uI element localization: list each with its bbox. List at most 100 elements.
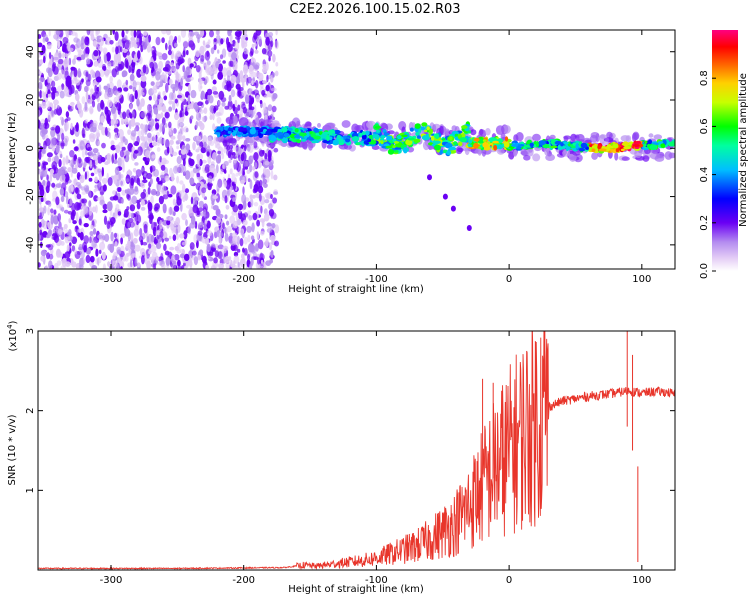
noise-speckle	[57, 229, 63, 235]
noise-speckle	[39, 123, 45, 130]
noise-speckle	[114, 241, 118, 247]
noise-speckle	[90, 33, 95, 41]
signal-blob	[458, 141, 463, 147]
noise-speckle	[60, 153, 63, 159]
noise-speckle	[39, 89, 42, 99]
noise-speckle	[79, 231, 84, 241]
noise-speckle	[224, 195, 228, 204]
noise-speckle	[246, 225, 253, 233]
noise-speckle	[261, 89, 266, 96]
noise-speckle	[146, 172, 153, 180]
noise-speckle	[236, 235, 240, 245]
noise-speckle	[134, 162, 139, 166]
noise-speckle	[97, 152, 100, 158]
noise-speckle	[87, 73, 92, 82]
noise-speckle	[264, 32, 270, 38]
noise-speckle	[113, 96, 118, 105]
noise-speckle	[189, 222, 196, 229]
noise-speckle	[85, 90, 89, 101]
noise-speckle	[204, 257, 207, 265]
noise-speckle	[202, 40, 206, 46]
noise-speckle	[98, 90, 103, 96]
signal-blob	[336, 134, 341, 140]
noise-speckle	[89, 255, 95, 263]
noise-speckle	[169, 92, 174, 101]
noise-speckle	[64, 177, 69, 185]
noise-speckle	[156, 234, 160, 240]
noise-speckle	[110, 118, 115, 126]
y-tick-label: 20	[25, 94, 36, 107]
noise-speckle	[225, 67, 232, 72]
noise-speckle	[160, 122, 165, 133]
noise-speckle	[214, 243, 219, 250]
noise-speckle	[190, 31, 195, 37]
noise-speckle	[226, 70, 232, 78]
noise-speckle	[250, 155, 254, 162]
noise-speckle	[137, 130, 142, 138]
noise-speckle	[162, 138, 166, 145]
noise-speckle	[48, 260, 53, 269]
signal-halo	[238, 117, 249, 127]
signal-blob	[270, 135, 277, 142]
noise-speckle	[259, 149, 265, 157]
noise-speckle	[255, 94, 260, 103]
noise-speckle	[259, 100, 263, 104]
noise-speckle	[212, 112, 215, 121]
noise-speckle	[140, 123, 144, 130]
noise-speckle	[195, 111, 199, 118]
noise-speckle	[127, 244, 131, 249]
noise-speckle	[99, 199, 105, 206]
noise-speckle	[231, 52, 237, 61]
noise-speckle	[90, 225, 94, 230]
signal-blob	[446, 150, 452, 155]
noise-speckle	[54, 234, 59, 243]
noise-speckle	[117, 249, 122, 255]
noise-speckle	[172, 234, 177, 242]
signal-halo	[496, 148, 505, 155]
noise-speckle	[143, 223, 148, 234]
noise-speckle	[98, 256, 102, 264]
noise-speckle	[70, 84, 75, 94]
noise-speckle	[115, 203, 120, 210]
noise-speckle	[61, 257, 67, 268]
noise-speckle	[81, 96, 86, 105]
noise-speckle	[48, 52, 52, 60]
noise-speckle	[225, 260, 231, 269]
noise-speckle	[201, 187, 207, 194]
noise-speckle	[57, 52, 62, 59]
noise-speckle	[203, 141, 207, 148]
noise-speckle	[129, 204, 136, 212]
noise-speckle	[160, 138, 164, 145]
noise-speckle	[129, 73, 135, 82]
noise-speckle	[175, 62, 180, 70]
noise-speckle	[251, 166, 256, 171]
noise-speckle	[72, 58, 76, 65]
noise-speckle	[46, 67, 51, 74]
noise-speckle	[125, 59, 129, 69]
noise-speckle	[177, 133, 183, 141]
colorbar-ticks: 0.0 0.2 0.4 0.6 0.8	[699, 70, 716, 279]
noise-speckle	[242, 64, 249, 75]
noise-speckle	[271, 105, 277, 113]
signal-blob	[258, 133, 262, 137]
noise-speckle	[264, 199, 270, 204]
signal-blob	[418, 129, 422, 133]
noise-speckle	[230, 259, 233, 268]
noise-speckle	[57, 39, 61, 49]
noise-speckle	[228, 159, 232, 164]
noise-speckle	[190, 115, 194, 120]
noise-speckle	[71, 209, 76, 217]
signal-halo	[590, 132, 600, 139]
noise-speckle	[227, 150, 231, 159]
noise-speckle	[150, 188, 157, 196]
noise-speckle	[223, 169, 227, 174]
noise-speckle	[127, 169, 131, 176]
noise-speckle	[208, 95, 214, 104]
noise-speckle	[224, 84, 229, 91]
noise-speckle	[106, 52, 111, 62]
noise-speckle	[63, 223, 68, 230]
noise-speckle	[234, 99, 238, 108]
noise-speckle	[179, 233, 185, 239]
noise-speckle	[117, 45, 122, 54]
noise-speckle	[156, 131, 160, 137]
